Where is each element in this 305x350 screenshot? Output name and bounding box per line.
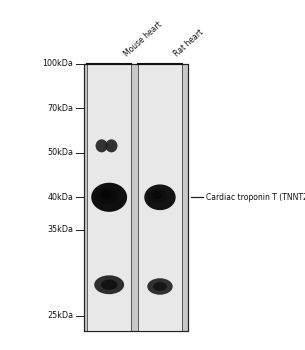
Text: 100kDa: 100kDa [42, 59, 73, 68]
Ellipse shape [105, 139, 117, 152]
Ellipse shape [152, 191, 162, 199]
Text: 50kDa: 50kDa [47, 148, 73, 157]
Text: Rat heart: Rat heart [173, 28, 206, 58]
Ellipse shape [94, 275, 124, 294]
Text: 35kDa: 35kDa [47, 225, 73, 234]
Ellipse shape [144, 184, 176, 210]
Ellipse shape [148, 189, 167, 203]
Bar [84, 63, 188, 331]
Ellipse shape [153, 282, 167, 291]
Text: 70kDa: 70kDa [47, 104, 73, 113]
Text: 25kDa: 25kDa [47, 311, 73, 320]
Bar [138, 63, 182, 331]
Ellipse shape [95, 188, 117, 204]
Ellipse shape [91, 183, 127, 212]
Text: Mouse heart: Mouse heart [122, 20, 163, 58]
Ellipse shape [100, 191, 111, 199]
Ellipse shape [95, 139, 108, 152]
Text: 40kDa: 40kDa [47, 193, 73, 202]
Bar [88, 63, 131, 331]
Ellipse shape [101, 280, 117, 290]
Ellipse shape [147, 278, 173, 295]
Text: Cardiac troponin T (TNNT2): Cardiac troponin T (TNNT2) [206, 193, 305, 202]
